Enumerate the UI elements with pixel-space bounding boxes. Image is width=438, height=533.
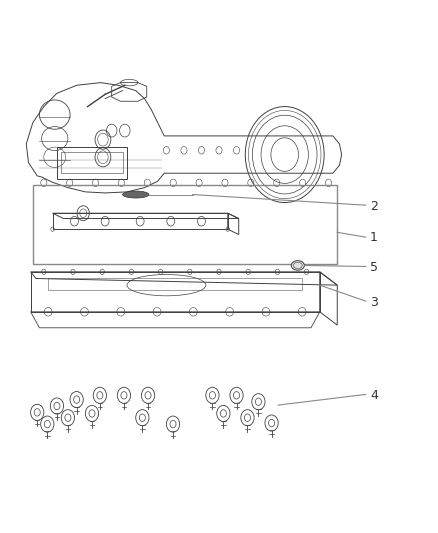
Ellipse shape	[123, 191, 149, 198]
Bar	[33, 185, 337, 264]
Text: 3: 3	[370, 296, 378, 309]
Bar	[57, 147, 127, 179]
Bar	[61, 152, 123, 173]
Text: 2: 2	[370, 200, 378, 213]
Ellipse shape	[291, 261, 304, 270]
Text: 1: 1	[370, 231, 378, 244]
Text: 5: 5	[370, 261, 378, 274]
Text: 4: 4	[370, 389, 378, 402]
